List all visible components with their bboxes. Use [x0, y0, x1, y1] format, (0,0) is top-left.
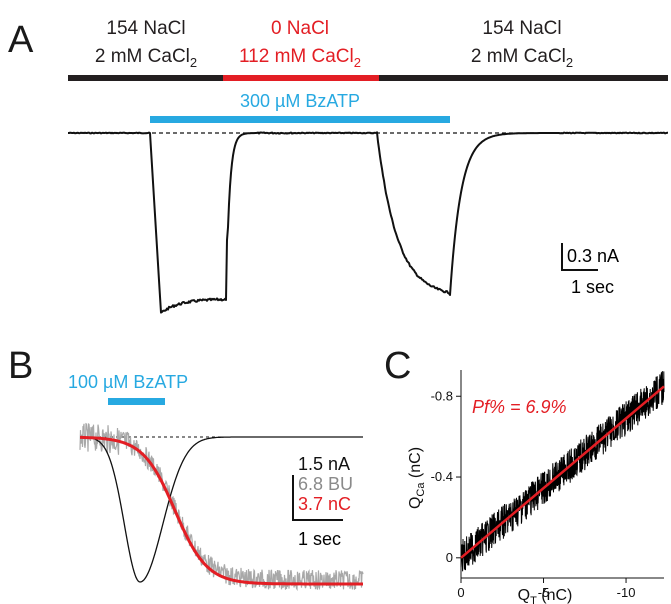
agonist-label-b: 100 µM BzATP	[68, 372, 188, 392]
agonist-label-a: 300 µM BzATP	[240, 91, 360, 111]
condition-1-line2: 2 mM CaCl2	[95, 46, 197, 70]
trace-bu	[79, 422, 364, 592]
panel-a-conditions: 154 NaCl 2 mM CaCl2 0 NaCl 112 mM CaCl2 …	[95, 18, 573, 70]
x-axis-label: QT (nC)	[518, 587, 573, 604]
condition-2-line2: 112 mM CaCl2	[239, 46, 361, 70]
panel-c-letter: C	[384, 345, 411, 387]
trace-current-b	[80, 436, 363, 583]
solution-bar-1	[68, 75, 223, 81]
scale-current-a: 0.3 nA	[567, 246, 619, 266]
condition-3-line1: 154 NaCl	[482, 18, 561, 39]
agonist-bar-b	[108, 398, 165, 405]
scale-label-nC: 3.7 nC	[298, 494, 351, 514]
fit-line-c	[460, 385, 665, 559]
scale-bar-b	[292, 475, 343, 521]
scale-time-b: 1 sec	[298, 529, 341, 549]
condition-2-line1: 0 NaCl	[271, 18, 329, 39]
x-tick-label: -10	[617, 585, 636, 600]
scale-bar-a	[561, 243, 598, 271]
scale-label-nA: 1.5 nA	[298, 454, 350, 474]
scale-label-bu: 6.8 BU	[298, 474, 353, 494]
agonist-bar-a	[150, 116, 450, 123]
scale-time-a: 1 sec	[571, 277, 614, 297]
y-tick-label: -0.4	[431, 469, 453, 484]
pf-annotation: Pf% = 6.9%	[472, 397, 567, 417]
current-trace-a	[68, 131, 668, 314]
solution-bar-3	[379, 75, 668, 81]
y-tick-label: -0.8	[431, 388, 453, 403]
y-ticks: 0 -0.4 -0.8	[431, 388, 461, 565]
panel-c-plot: 0 -0.4 -0.8 0 -5 -10 Pf% = 6.9%	[431, 370, 665, 600]
x-tick-label: 0	[457, 585, 464, 600]
y-tick-label: 0	[446, 550, 453, 565]
trace-charge-b	[80, 435, 363, 586]
y-axis-label: QCa (nC)	[407, 447, 427, 509]
panel-a-letter: A	[8, 19, 34, 61]
panel-b-letter: B	[8, 345, 33, 387]
solution-bar-2	[223, 75, 379, 81]
condition-1-line1: 154 NaCl	[106, 18, 185, 39]
x-ticks: 0 -5 -10	[457, 578, 635, 600]
x-tick-label: -5	[538, 585, 550, 600]
condition-3-line2: 2 mM CaCl2	[471, 46, 573, 70]
